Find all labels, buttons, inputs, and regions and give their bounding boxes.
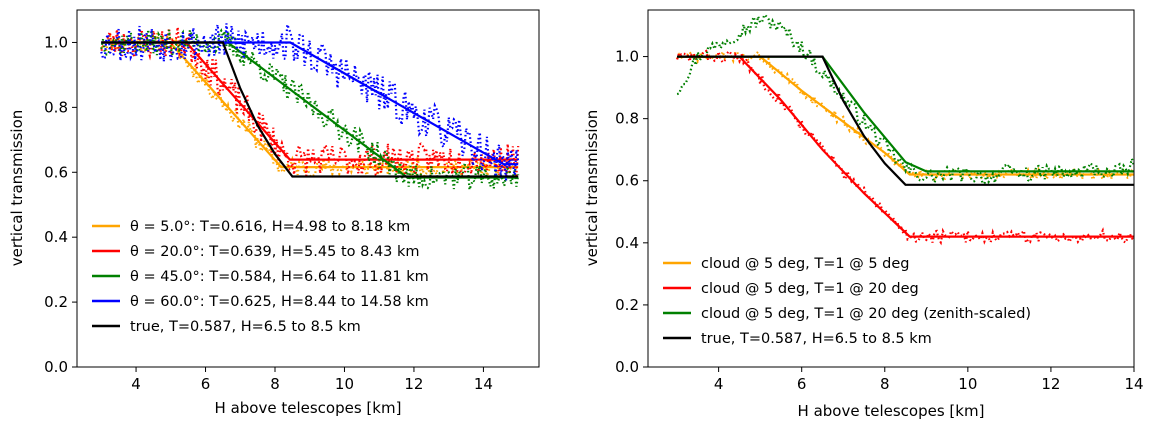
left-plot-series [100,23,520,191]
left-legend-label-1: θ = 20.0°: T=0.639, H=5.45 to 8.43 km [130,244,420,260]
right-y-tick-label: 0.4 [615,234,639,252]
right-plot-series [676,12,1134,246]
left-series-3-data-points [100,23,520,181]
left-legend-label-2: θ = 45.0°: T=0.584, H=6.64 to 11.81 km [130,269,429,285]
left-x-tick-label: 14 [474,375,493,393]
left-x-tick-label: 12 [404,375,423,393]
right-y-tick-label: 0.8 [615,110,639,128]
right-series-0-data-points [676,48,1134,184]
left-legend-label-3: θ = 60.0°: T=0.625, H=8.44 to 14.58 km [130,294,429,310]
right-x-axis-label: H above telescopes [km] [798,402,985,420]
left-x-tick-label: 8 [270,375,280,393]
right-x-tick-label: 10 [958,375,977,393]
left-x-tick-label: 6 [201,375,211,393]
left-legend-label-4: true, T=0.587, H=6.5 to 8.5 km [130,319,361,335]
left-x-tick-label: 4 [131,375,141,393]
right-legend-label-3: true, T=0.587, H=6.5 to 8.5 km [701,331,932,347]
left-series-2-fit-line [101,41,519,179]
left-x-tick-label: 10 [335,375,354,393]
right-x-tick-label: 12 [1041,375,1060,393]
right-chart: 4 6 8 10 12 14 0.0 0.2 0.4 0.6 0.8 1.0 H above tel… [583,9,1144,420]
right-y-tick-label: 0.6 [615,172,639,190]
right-legend-label-1: cloud @ 5 deg, T=1 @ 20 deg [701,281,919,297]
right-plot-frame [647,9,1135,368]
right-x-tick-label: 8 [880,375,890,393]
right-y-ticks: 0.0 0.2 0.4 0.6 0.8 1.0 [615,48,648,376]
right-x-ticks: 4 6 8 10 12 14 [714,367,1144,393]
right-legend: cloud @ 5 deg, T=1 @ 5 deg cloud @ 5 deg,… [663,256,1031,347]
left-legend: θ = 5.0°: T=0.616, H=4.98 to 8.18 km θ = … [92,219,429,335]
left-x-axis-label: H above telescopes [km] [215,399,402,417]
right-series-2-fit-line [677,55,1134,173]
left-y-tick-label: 0.8 [44,98,68,116]
right-legend-label-2: cloud @ 5 deg, T=1 @ 20 deg (zenith-scal… [701,306,1031,322]
right-x-tick-label: 6 [797,375,807,393]
left-y-tick-label: 0.6 [44,163,68,181]
left-series-4-fit-line [101,41,519,178]
right-series-1-data-points [676,47,1134,246]
left-y-tick-label: 0.2 [44,293,68,311]
right-y-tick-label: 0.0 [615,358,639,376]
right-x-tick-label: 4 [714,375,724,393]
left-y-tick-label: 0.0 [44,358,68,376]
left-y-tick-label: 1.0 [44,33,68,51]
right-legend-label-0: cloud @ 5 deg, T=1 @ 5 deg [701,256,909,272]
right-x-tick-label: 14 [1124,375,1143,393]
right-y-axis-label: vertical transmission [583,110,601,267]
left-y-ticks: 0.0 0.2 0.4 0.6 0.8 1.0 [44,33,77,376]
left-y-tick-label: 0.4 [44,228,68,246]
left-y-axis-label: vertical transmission [8,110,26,267]
right-series-2-data-points [676,12,1134,186]
right-y-tick-label: 0.2 [615,296,639,314]
right-series-0-fit-line [677,55,1134,176]
right-y-tick-label: 1.0 [615,48,639,66]
left-plot-frame [76,9,540,368]
right-series-3-fit-line [677,55,1134,186]
left-chart: 4 6 8 10 12 14 0.0 0.2 0.4 0.6 0.8 1.0 H above tel… [8,9,540,417]
left-x-ticks: 4 6 8 10 12 14 [131,367,493,393]
left-series-2-data-points [100,28,520,191]
left-legend-label-0: θ = 5.0°: T=0.616, H=4.98 to 8.18 km [130,219,410,235]
right-series-1-fit-line [677,55,1134,238]
